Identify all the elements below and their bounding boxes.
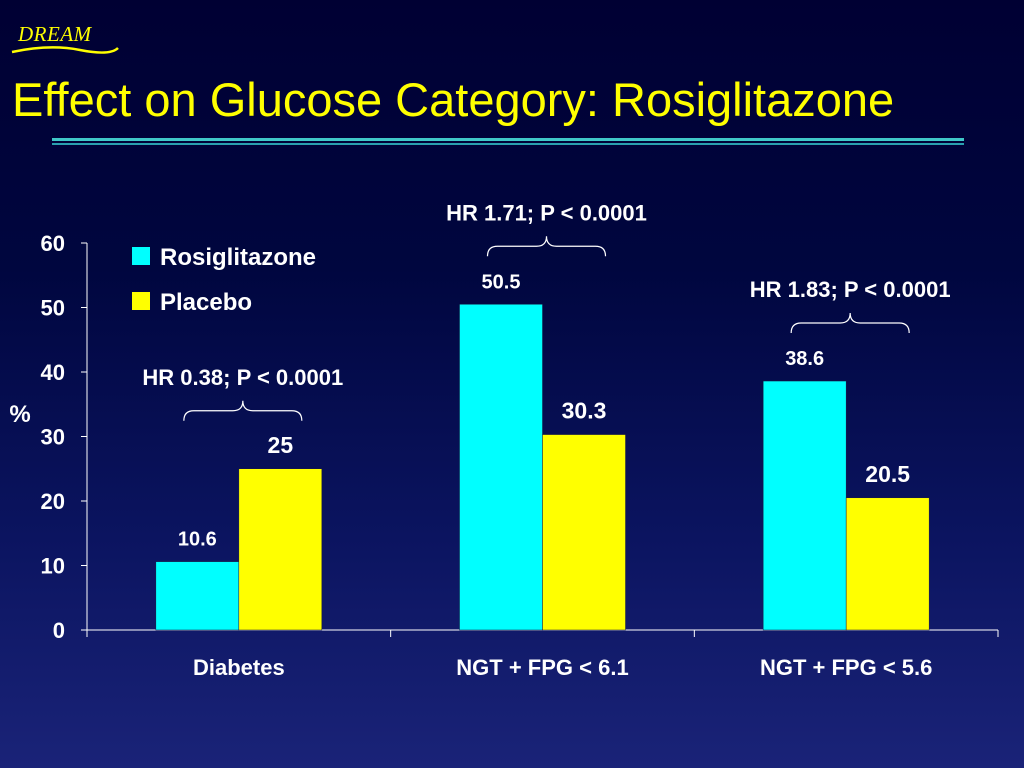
title-divider (52, 138, 964, 146)
y-tick-label: 50 (41, 296, 65, 321)
bar-placebo-0 (238, 468, 323, 631)
legend-label: Placebo (160, 289, 252, 316)
annotation-brace (183, 400, 303, 421)
annotation-text: HR 1.83; P < 0.0001 (750, 277, 951, 302)
annotation-text: HR 1.71; P < 0.0001 (446, 200, 647, 225)
data-label: 38.6 (785, 348, 824, 370)
bar-rosiglitazone-1 (459, 304, 543, 631)
annotation-text: HR 0.38; P < 0.0001 (142, 365, 343, 390)
y-tick-label: 0 (53, 618, 65, 643)
y-axis-label: % (9, 401, 30, 428)
bar-rosiglitazone-0 (155, 561, 240, 631)
x-category-label: NGT + FPG < 6.1 (456, 655, 628, 680)
y-tick-label: 20 (41, 489, 65, 514)
y-tick-label: 10 (41, 554, 65, 579)
data-label: 30.3 (562, 398, 607, 424)
page-title: Effect on Glucose Category: Rosiglitazon… (12, 73, 895, 126)
bar-placebo-2 (845, 497, 930, 631)
data-label: 25 (268, 432, 294, 458)
legend-swatch-rosiglitazone (132, 247, 150, 265)
y-tick-label: 30 (41, 425, 65, 450)
data-label: 10.6 (178, 529, 217, 551)
annotation-brace (486, 236, 607, 257)
legend-label: Rosiglitazone (160, 244, 316, 271)
y-tick-label: 40 (41, 360, 65, 385)
annotation-brace (790, 313, 910, 334)
y-tick-label: 60 (41, 231, 65, 256)
bar-placebo-1 (542, 434, 626, 631)
data-label: 20.5 (865, 461, 910, 487)
logo-swoosh-icon (11, 46, 119, 54)
bar-rosiglitazone-2 (762, 380, 847, 631)
legend-swatch-placebo (132, 292, 150, 310)
x-category-label: NGT + FPG < 5.6 (760, 655, 932, 680)
dream-logo: DREAM (18, 22, 92, 46)
data-label: 50.5 (482, 271, 521, 293)
x-category-label: Diabetes (193, 655, 285, 680)
